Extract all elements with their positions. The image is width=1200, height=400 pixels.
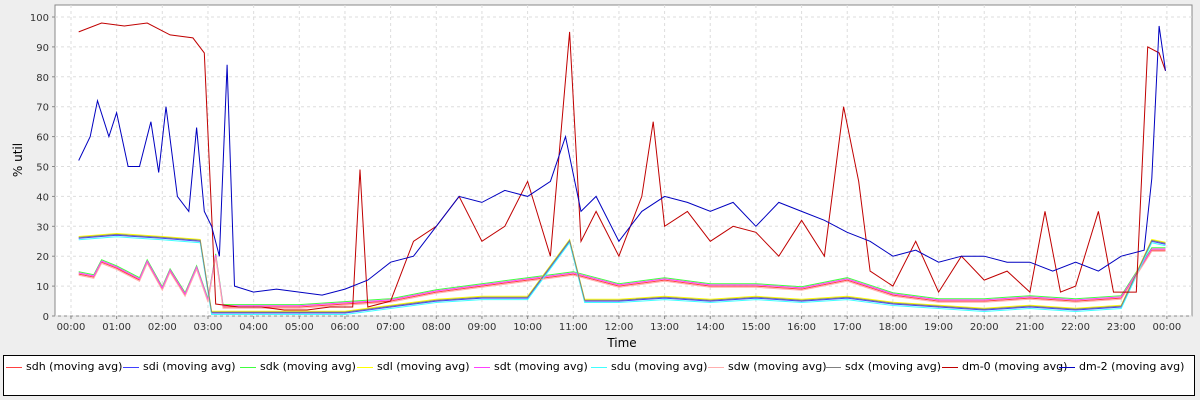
series-line-sdt bbox=[78, 248, 1166, 307]
legend-item: sdu (moving avg) bbox=[591, 358, 708, 376]
x-tick-label: 22:00 bbox=[1061, 322, 1090, 333]
x-tick-label: 03:00 bbox=[194, 322, 223, 333]
y-tick-label: 90 bbox=[36, 43, 49, 54]
x-tick-label: 19:00 bbox=[924, 322, 953, 333]
legend: sdh (moving avg) sdi (moving avg) sdk (mov… bbox=[3, 355, 1195, 396]
legend-label: sdh (moving avg) bbox=[26, 360, 123, 373]
legend-label: sdw (moving avg) bbox=[728, 360, 827, 373]
x-tick-label: 01:00 bbox=[102, 322, 131, 333]
legend-label: sdk (moving avg) bbox=[260, 360, 356, 373]
gridlines bbox=[55, 5, 1192, 317]
x-tick-label: 00:00 bbox=[1152, 322, 1181, 333]
line-chart: 0 10 20 30 40 50 60 70 80 90 100 00:00 01:00 02:00 03… bbox=[11, 4, 1193, 350]
y-tick-label: 50 bbox=[36, 163, 49, 174]
y-tick-label: 10 bbox=[36, 282, 49, 293]
y-tick-label: 100 bbox=[30, 13, 49, 24]
x-axis-label: Time bbox=[606, 336, 636, 350]
legend-item: dm-2 (moving avg) bbox=[1059, 358, 1184, 376]
y-tick-label: 0 bbox=[43, 312, 49, 323]
legend-swatch bbox=[240, 366, 256, 368]
legend-swatch bbox=[474, 366, 490, 368]
x-tick-label: 12:00 bbox=[605, 322, 634, 333]
legend-swatch bbox=[357, 366, 373, 368]
x-tick-label: 14:00 bbox=[696, 322, 725, 333]
legend-swatch bbox=[825, 366, 841, 368]
y-axis-ticks: 0 10 20 30 40 50 60 70 80 90 100 bbox=[30, 13, 55, 323]
legend-swatch bbox=[1059, 366, 1075, 368]
legend-label: sdl (moving avg) bbox=[377, 360, 470, 373]
x-tick-label: 15:00 bbox=[742, 322, 771, 333]
series-line-sdw bbox=[78, 250, 1166, 309]
series-line-dm-2 bbox=[78, 25, 1166, 296]
y-tick-label: 80 bbox=[36, 73, 49, 84]
series-line-sdx bbox=[78, 233, 1166, 313]
series-line-sdu bbox=[78, 236, 1166, 315]
legend-label: sdx (moving avg) bbox=[845, 360, 941, 373]
x-axis-ticks: 00:00 01:00 02:00 03:00 04:00 05:00 06:00 07:00… bbox=[57, 316, 1181, 333]
series-line-dm-0 bbox=[78, 22, 1166, 311]
x-tick-label: 13:00 bbox=[650, 322, 679, 333]
legend-item: sdt (moving avg) bbox=[474, 358, 591, 376]
x-tick-label: 00:00 bbox=[57, 322, 86, 333]
y-tick-label: 40 bbox=[36, 192, 49, 203]
y-axis-label: % util bbox=[11, 143, 25, 177]
y-tick-label: 20 bbox=[36, 252, 49, 263]
legend-swatch bbox=[591, 366, 607, 368]
series-lines bbox=[78, 22, 1166, 315]
y-tick-label: 70 bbox=[36, 103, 49, 114]
legend-label: sdu (moving avg) bbox=[611, 360, 708, 373]
x-tick-label: 17:00 bbox=[833, 322, 862, 333]
series-line-sdh bbox=[78, 249, 1166, 308]
series-line-sdk bbox=[78, 247, 1166, 306]
x-tick-label: 23:00 bbox=[1107, 322, 1136, 333]
x-tick-label: 18:00 bbox=[878, 322, 907, 333]
y-tick-label: 30 bbox=[36, 222, 49, 233]
x-tick-label: 11:00 bbox=[559, 322, 588, 333]
legend-item: sdh (moving avg) bbox=[6, 358, 123, 376]
x-tick-label: 21:00 bbox=[1015, 322, 1044, 333]
y-tick-label: 60 bbox=[36, 133, 49, 144]
x-tick-label: 05:00 bbox=[285, 322, 314, 333]
x-tick-label: 02:00 bbox=[148, 322, 177, 333]
legend-label: sdi (moving avg) bbox=[143, 360, 236, 373]
legend-label: dm-2 (moving avg) bbox=[1079, 360, 1185, 373]
x-tick-label: 04:00 bbox=[239, 322, 268, 333]
legend-label: dm-0 (moving avg) bbox=[962, 360, 1068, 373]
plot-area bbox=[54, 4, 1193, 317]
x-tick-label: 07:00 bbox=[376, 322, 405, 333]
legend-label: sdt (moving avg) bbox=[494, 360, 588, 373]
legend-item: sdk (moving avg) bbox=[240, 358, 357, 376]
x-tick-label: 08:00 bbox=[422, 322, 451, 333]
x-tick-label: 06:00 bbox=[331, 322, 360, 333]
legend-item: dm-0 (moving avg) bbox=[942, 358, 1067, 376]
legend-item: sdi (moving avg) bbox=[123, 358, 240, 376]
x-tick-label: 10:00 bbox=[513, 322, 542, 333]
legend-swatch bbox=[6, 366, 22, 368]
legend-swatch bbox=[708, 366, 724, 368]
x-tick-label: 16:00 bbox=[787, 322, 816, 333]
legend-item: sdx (moving avg) bbox=[825, 358, 942, 376]
x-tick-label: 09:00 bbox=[468, 322, 497, 333]
legend-item: sdl (moving avg) bbox=[357, 358, 474, 376]
legend-item: sdw (moving avg) bbox=[708, 358, 827, 376]
legend-swatch bbox=[123, 366, 139, 368]
x-tick-label: 20:00 bbox=[970, 322, 999, 333]
legend-swatch bbox=[942, 366, 958, 368]
